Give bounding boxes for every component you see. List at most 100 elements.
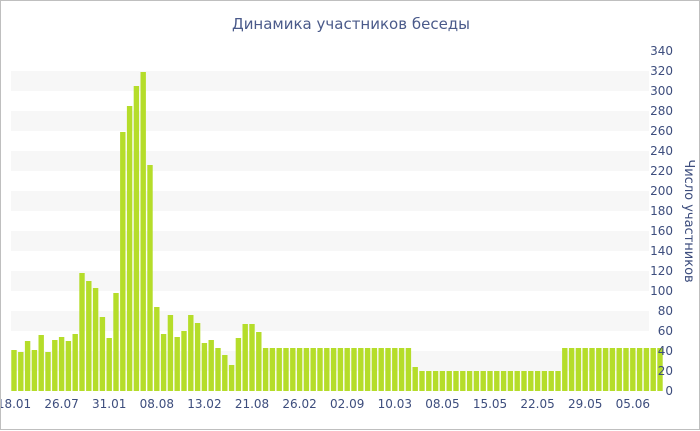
x-tick-label: 31.01 — [92, 397, 126, 411]
bar — [398, 348, 405, 391]
bar — [589, 348, 595, 391]
bar — [528, 371, 534, 391]
bar — [487, 371, 493, 391]
x-tick-label: 02.09 — [330, 397, 364, 411]
y-tick-label: 200 — [650, 184, 673, 198]
bar — [432, 371, 439, 391]
bar — [24, 341, 31, 391]
bars — [11, 72, 663, 391]
bar — [106, 338, 112, 391]
bar — [38, 335, 44, 391]
bar — [412, 367, 418, 391]
grid-band — [11, 191, 649, 211]
bar — [439, 371, 446, 391]
bar — [242, 324, 248, 391]
bar — [473, 371, 480, 391]
grid-bands — [11, 71, 649, 371]
bar — [344, 348, 350, 391]
bar — [534, 371, 541, 391]
bar — [174, 337, 180, 391]
x-tick-label: 22.05 — [520, 397, 554, 411]
y-tick-label: 80 — [658, 304, 673, 318]
y-tick-label: 160 — [650, 224, 673, 238]
bar — [208, 340, 214, 391]
bar — [92, 288, 99, 391]
y-tick-label: 220 — [650, 164, 673, 178]
x-tick-label: 18.01 — [1, 397, 31, 411]
bar — [392, 348, 398, 391]
bar — [167, 315, 174, 391]
bar — [194, 323, 201, 391]
bar — [262, 348, 269, 391]
x-tick-label: 08.05 — [425, 397, 459, 411]
y-tick-label: 300 — [650, 84, 673, 98]
x-tick-label: 08.08 — [140, 397, 174, 411]
bar — [466, 371, 473, 391]
bar — [514, 371, 520, 391]
bar — [630, 348, 636, 391]
bar — [310, 348, 316, 391]
grid-band — [11, 71, 649, 91]
bar — [31, 350, 38, 391]
bar — [303, 348, 310, 391]
bar — [296, 348, 303, 391]
bar — [555, 371, 561, 391]
bar — [453, 371, 459, 391]
y-tick-label: 100 — [650, 284, 673, 298]
bar — [65, 341, 72, 391]
bar — [602, 348, 609, 391]
y-tick-label: 140 — [650, 244, 673, 258]
bar — [358, 348, 364, 391]
bar — [215, 348, 221, 391]
y-tick-label: 320 — [650, 64, 673, 78]
bar — [426, 371, 432, 391]
y-tick-label: 260 — [650, 124, 673, 138]
bar — [256, 332, 262, 391]
bar — [269, 348, 276, 391]
bar — [324, 348, 330, 391]
x-tick-label: 26.07 — [44, 397, 78, 411]
bar — [147, 165, 153, 391]
x-tick-label: 15.05 — [473, 397, 507, 411]
y-axis-ticks: 0 20 40 60 80 100 120 140 160 180 200 220 240 260 280 3… — [650, 44, 673, 398]
y-tick-label: 40 — [658, 344, 673, 358]
bar — [405, 348, 412, 391]
bar — [364, 348, 371, 391]
bar — [636, 348, 643, 391]
bar — [283, 348, 289, 391]
bar — [541, 371, 548, 391]
chart-title: Динамика участников беседы — [232, 15, 470, 33]
bar — [596, 348, 602, 391]
bar — [52, 340, 58, 391]
bar — [133, 86, 140, 391]
bar — [480, 371, 486, 391]
bar — [500, 371, 507, 391]
bar — [235, 338, 242, 391]
bar — [460, 371, 466, 391]
bar — [72, 334, 78, 391]
x-tick-label: 13.02 — [187, 397, 221, 411]
bar — [181, 331, 187, 391]
grid-band — [11, 231, 649, 251]
bar — [126, 106, 133, 391]
bar — [507, 371, 514, 391]
bar — [45, 352, 51, 391]
bar — [609, 348, 616, 391]
bar — [351, 348, 357, 391]
y-tick-label: 0 — [665, 384, 673, 398]
x-axis-ticks: 18.01 26.07 31.01 08.08 13.02 21.08 26.02 02.09… — [1, 397, 650, 411]
bar — [18, 352, 24, 391]
bar — [228, 365, 235, 391]
bar — [650, 348, 656, 391]
bar — [494, 371, 500, 391]
bar — [582, 348, 588, 391]
bar — [371, 348, 378, 391]
grid-band — [11, 111, 649, 131]
bar — [446, 371, 452, 391]
bar — [330, 348, 337, 391]
y-tick-label: 60 — [658, 324, 673, 338]
bar — [201, 343, 208, 391]
bar — [623, 348, 629, 391]
x-tick-label: 21.08 — [235, 397, 269, 411]
